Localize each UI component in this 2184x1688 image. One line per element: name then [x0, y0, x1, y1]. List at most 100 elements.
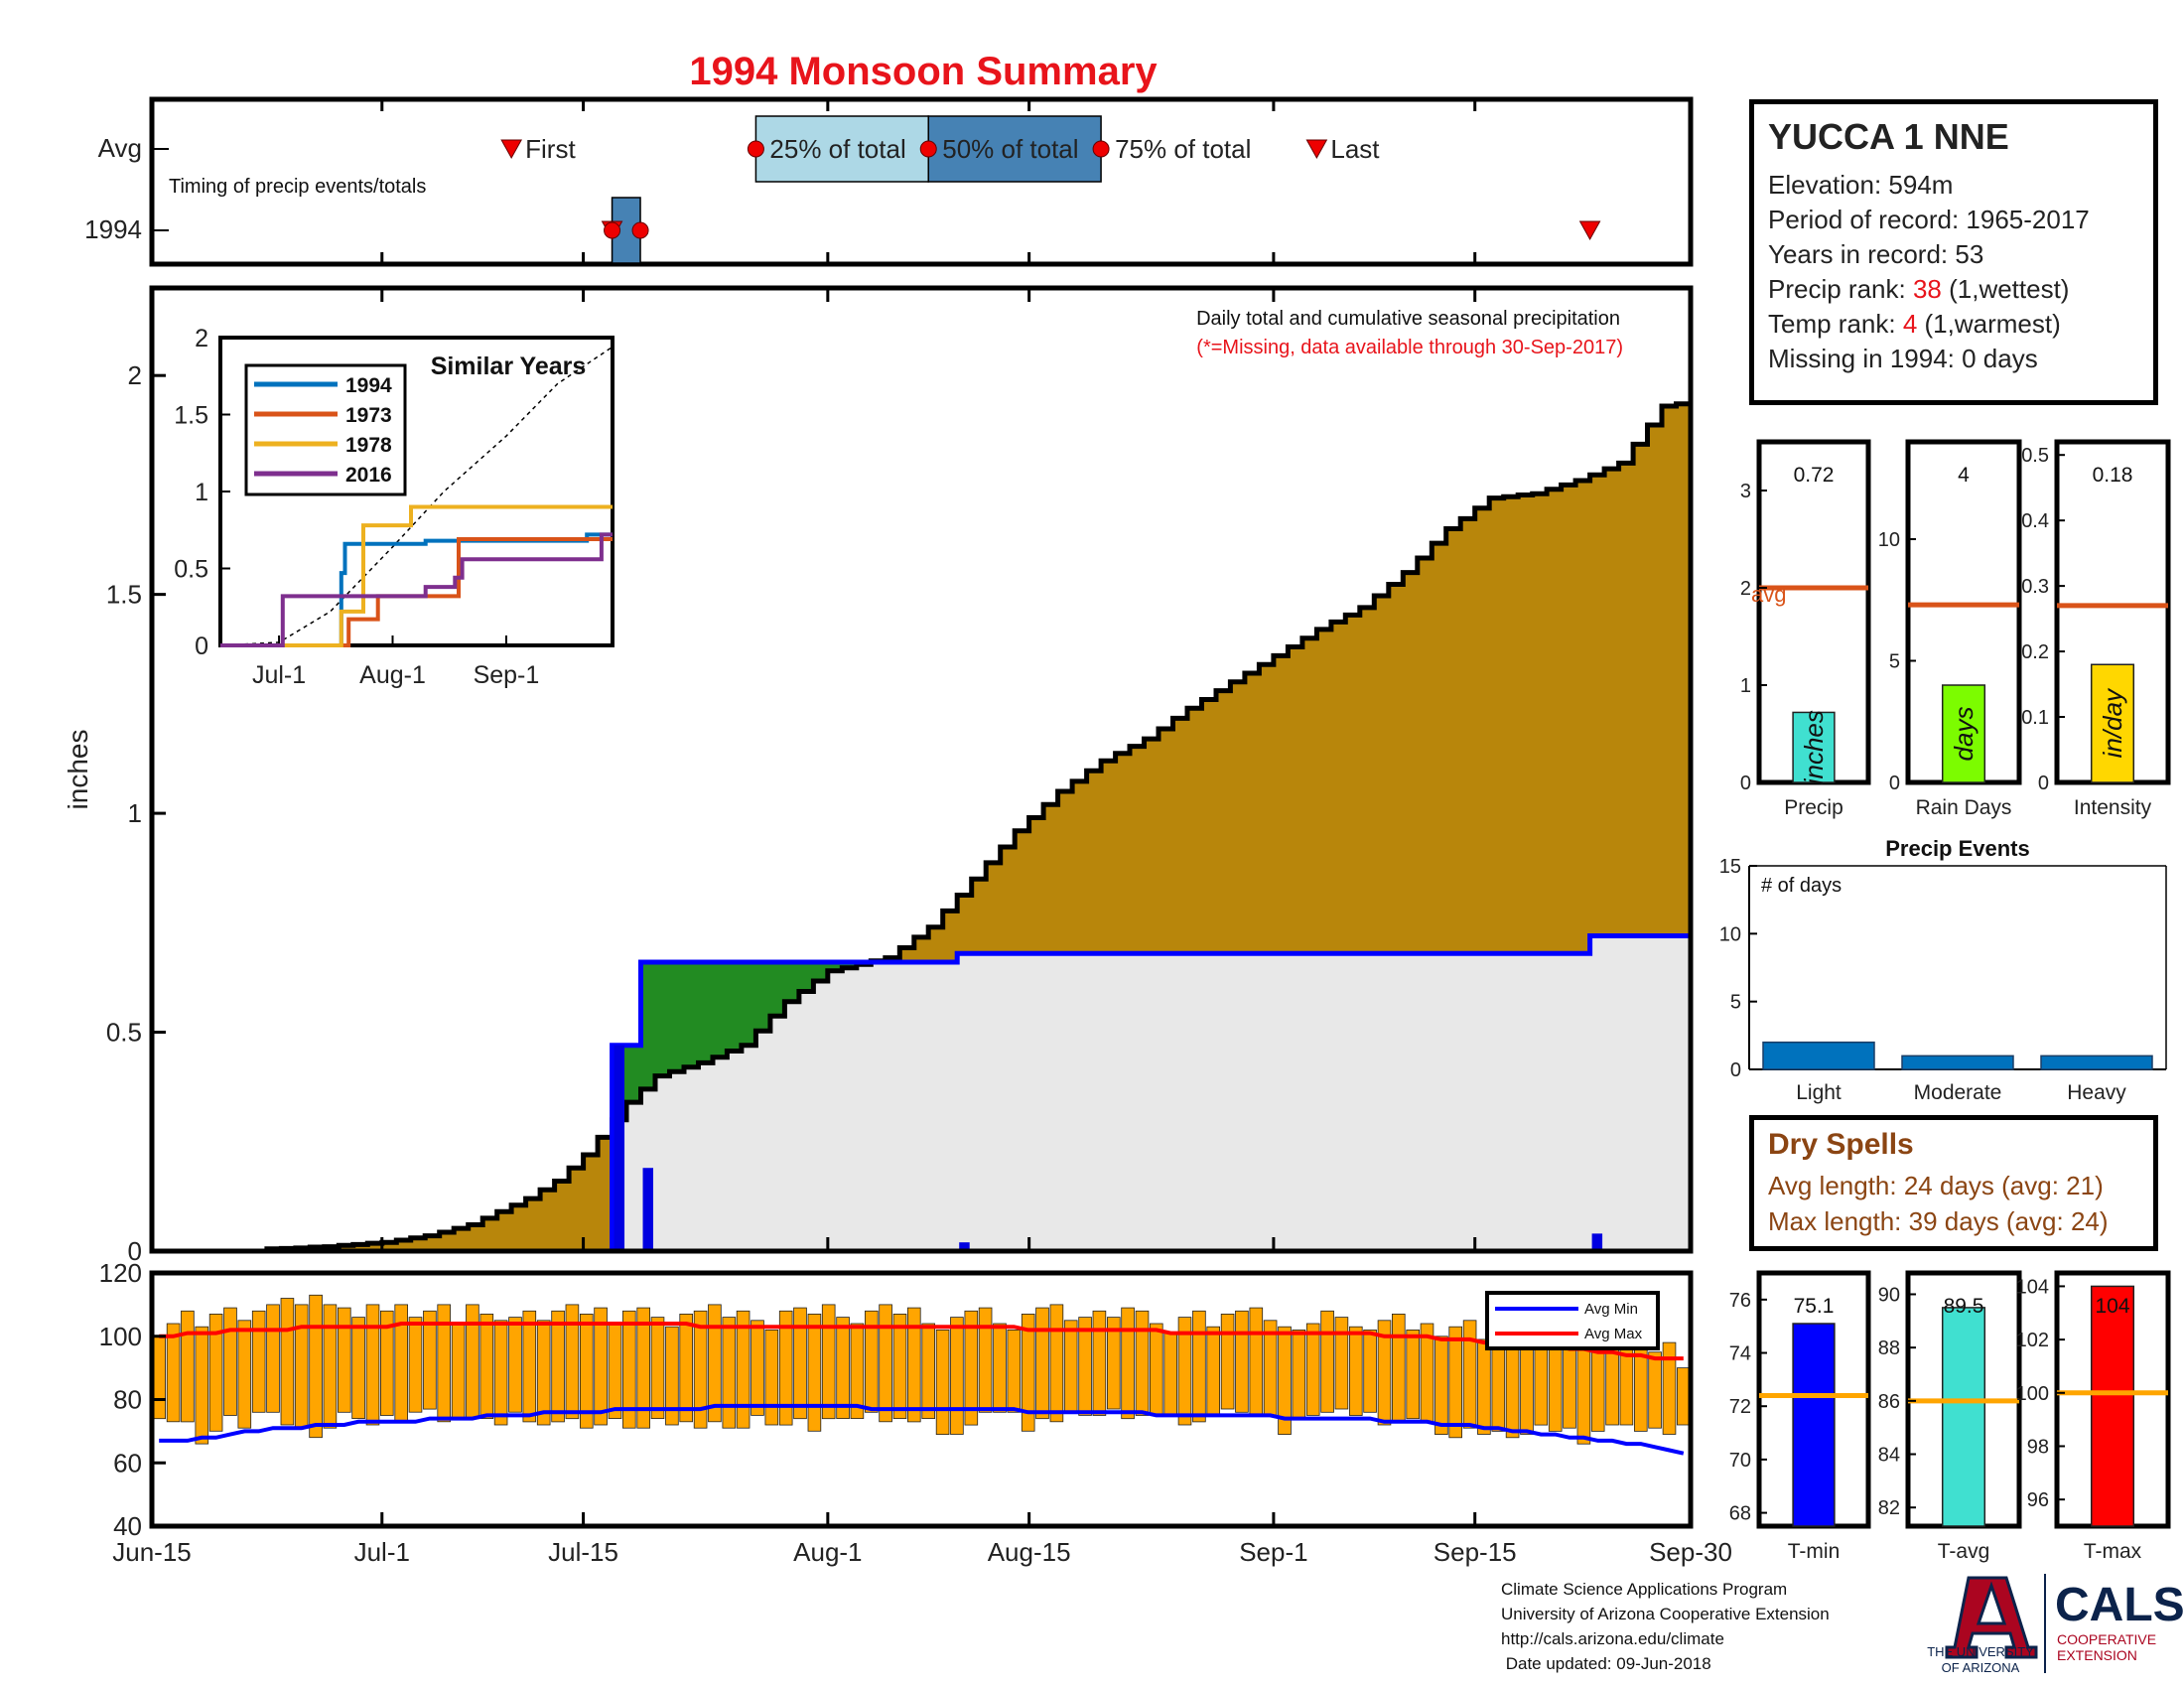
timing-note: Timing of precip events/totals [169, 176, 426, 198]
temp-range-bar [1192, 1310, 1206, 1423]
similar-years-title: Similar Years [431, 352, 587, 380]
temp-range-bar [536, 1320, 551, 1426]
temp-range-bar [693, 1310, 708, 1429]
temp-range-bar [594, 1307, 608, 1426]
inset-x-tick-label: Aug-1 [359, 661, 426, 689]
events-bar-light [1762, 1041, 1875, 1070]
temp-range-bar [1590, 1344, 1605, 1432]
daily-precip-bar [614, 1045, 625, 1251]
cals-sub-line2: EXTENSION [2057, 1647, 2137, 1663]
cals-logo: CALS COOPERATIVE EXTENSION [2055, 1579, 2184, 1663]
temp-range-bar [1150, 1323, 1163, 1416]
inset-y-tick-label: 0.5 [174, 556, 208, 584]
daily-precip-bar [642, 1168, 654, 1251]
precip_bar-value-label: 0.72 [1794, 464, 1835, 487]
avg-50-marker [919, 140, 937, 158]
temp-range-bar [1063, 1320, 1078, 1413]
cumulative-y-tick-label: 0.5 [106, 1018, 142, 1048]
inset-y-tick-label: 1 [195, 479, 208, 506]
temp-range-bar [1107, 1317, 1121, 1410]
inset-legend-label: 1973 [345, 404, 392, 427]
credits-line2: University of Arizona Cooperative Extens… [1501, 1605, 1830, 1623]
temp-range-bar [1278, 1326, 1292, 1435]
temp-range-bar [351, 1317, 365, 1419]
avg-75-label: 75% of total [1115, 134, 1251, 164]
temp-range-bar [821, 1304, 836, 1420]
events-y-label: # of days [1761, 875, 1842, 897]
tavg_bar-y-tick-label: 84 [1878, 1445, 1900, 1467]
temp-range-bar [1349, 1326, 1363, 1416]
temp-range-bar [964, 1310, 979, 1426]
temp-range-bar [622, 1310, 636, 1429]
temp-range-bar [1320, 1310, 1334, 1413]
university-name-line2: OF ARIZONA [1942, 1660, 2020, 1675]
temp-range-bar [921, 1323, 935, 1419]
intensity_bar-value-label: 0.18 [2093, 464, 2133, 487]
shared-area [152, 935, 1691, 1251]
events-y-tick-label: 0 [1730, 1059, 1741, 1081]
temp-range-bar [437, 1304, 451, 1423]
cumulative-y-tick-label: 2 [128, 360, 142, 390]
events-y-tick-label: 15 [1719, 856, 1741, 878]
tmin_bar-y-tick-label: 74 [1729, 1343, 1751, 1365]
temp-range-bar [1007, 1330, 1022, 1413]
events-bar-heavy [2040, 1055, 2153, 1070]
temp-range-bar [1662, 1341, 1677, 1435]
temp-range-bar [493, 1320, 508, 1426]
temp-range-bar [1377, 1320, 1392, 1426]
avg-min-line [159, 1403, 1685, 1456]
dry-spells-max: Max length: 39 days (avg: 24) [1768, 1206, 2109, 1236]
cumulative-y-tick-label: 1.5 [106, 580, 142, 610]
temp-range-bar [166, 1323, 181, 1423]
daily-precip-bar [959, 1242, 970, 1251]
temp-range-bar [423, 1310, 437, 1410]
inset-y-tick-label: 1.5 [174, 402, 208, 430]
tavg_bar-value-label: 89.5 [1944, 1295, 1984, 1318]
timing-panel: Avg 1994 First 25% of total 50% of total 75% … [84, 96, 1694, 267]
tavg_bar-x-label: T-avg [1938, 1540, 1990, 1563]
temp-range-bar [1563, 1348, 1576, 1429]
temp-range-bar [522, 1310, 537, 1423]
tmin_bar-x-label: T-min [1788, 1540, 1841, 1563]
cals-sub-line1: COOPERATIVE [2057, 1631, 2156, 1647]
station-elevation: Elevation: 594m [1768, 170, 1954, 200]
temp-range-bar [1634, 1344, 1648, 1432]
inset-legend-label: 1994 [345, 374, 392, 397]
intensity_bar-y-tick-label: 0.1 [2021, 707, 2049, 729]
tmax_bar-y-tick-label: 98 [2027, 1436, 2049, 1458]
precip_bar-bar-text: inches [1799, 710, 1829, 784]
temp-range-bar [451, 1323, 466, 1419]
temp-range-bar [1163, 1333, 1178, 1416]
temp-x-tick-label: Jul-15 [548, 1537, 618, 1567]
precip_bar-y-tick-label: 3 [1740, 481, 1751, 502]
inset-series-1973 [220, 537, 613, 647]
temp-range-bar [807, 1314, 822, 1432]
temp-range-bar [1334, 1317, 1349, 1410]
station-name: YUCCA 1 NNE [1768, 116, 2009, 157]
temp-range-bar [266, 1304, 280, 1413]
cumulative-title: Daily total and cumulative seasonal prec… [1196, 308, 1620, 330]
temp-range-bar [1406, 1330, 1421, 1420]
inset-legend-label: 1978 [345, 434, 392, 457]
temp-range-bar [1220, 1314, 1235, 1410]
tmax_bar-y-tick-label: 100 [2016, 1383, 2049, 1405]
temp-range-bar [764, 1330, 779, 1426]
daily-precip-bar [1591, 1233, 1603, 1251]
tmin_bar-y-tick-label: 70 [1729, 1450, 1751, 1472]
rain_days_bar-x-label: Rain Days [1916, 796, 2012, 819]
precip_bar-y-tick-label: 0 [1740, 773, 1751, 794]
temp-range-bar [251, 1310, 266, 1413]
intensity_bar-bar-text: in/day [2098, 687, 2127, 758]
university-logo: A THE UNIVERSITY OF ARIZONA [1927, 1576, 2038, 1675]
temp-y-tick-label: 100 [99, 1322, 142, 1351]
timing-row-label-avg: Avg [98, 133, 142, 163]
temp-range-bar [850, 1323, 865, 1419]
temp-range-bar [1448, 1326, 1463, 1439]
temp-range-bar [1092, 1310, 1107, 1416]
temp-x-tick-label: Sep-15 [1433, 1537, 1517, 1567]
university-name-line1: THE UNIVERSITY [1927, 1644, 2034, 1659]
temp-range-bar [950, 1317, 964, 1435]
precip_bar-x-label: Precip [1784, 796, 1843, 819]
temp-range-bar [565, 1304, 580, 1420]
